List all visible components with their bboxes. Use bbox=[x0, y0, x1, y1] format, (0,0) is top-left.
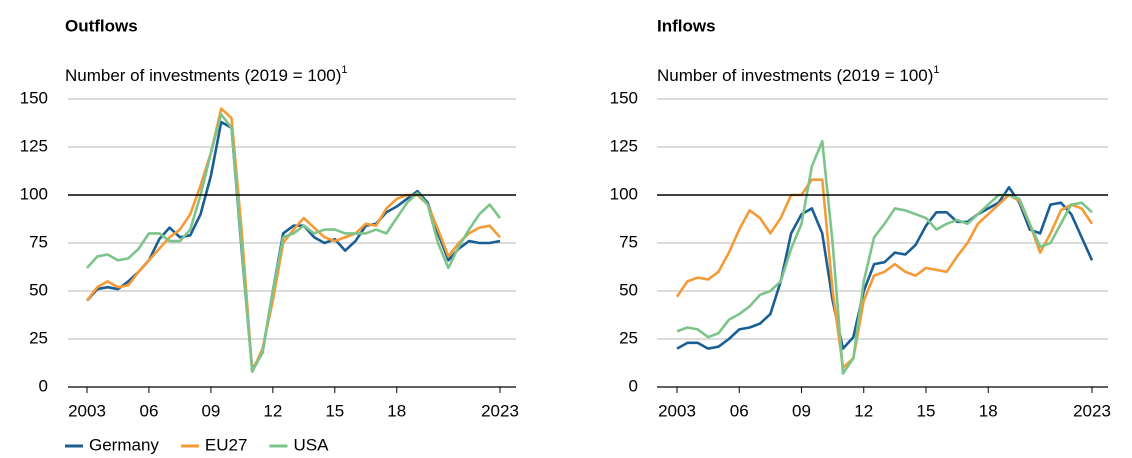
series-line bbox=[676, 186, 1094, 350]
x-tick-label: 2003 bbox=[658, 401, 696, 420]
x-tick-label: 18 bbox=[387, 401, 406, 420]
x-tick-label: 06 bbox=[139, 401, 158, 420]
x-tick-label: 2003 bbox=[68, 401, 106, 420]
x-tick-label: 12 bbox=[263, 401, 282, 420]
x-tick-label: 15 bbox=[917, 401, 936, 420]
y-tick-label: 50 bbox=[29, 280, 48, 299]
chart-title: Outflows bbox=[65, 16, 138, 35]
legend-label: USA bbox=[293, 435, 329, 454]
x-tick-label: 2023 bbox=[1073, 401, 1111, 420]
y-tick-label: 100 bbox=[610, 184, 638, 203]
chart-subtitle: Number of investments (2019 = 100)1 bbox=[657, 64, 940, 86]
x-tick-label: 09 bbox=[792, 401, 811, 420]
subtitle-text: Number of investments (2019 = 100) bbox=[657, 66, 933, 85]
x-tick-label: 18 bbox=[979, 401, 998, 420]
y-tick-label: 75 bbox=[29, 232, 48, 251]
x-tick-label: 09 bbox=[201, 401, 220, 420]
series-line bbox=[86, 113, 502, 373]
y-tick-label: 125 bbox=[610, 136, 638, 155]
legend-label: Germany bbox=[89, 435, 159, 454]
y-tick-label: 150 bbox=[610, 88, 638, 107]
x-tick-label: 06 bbox=[730, 401, 749, 420]
y-tick-label: 150 bbox=[20, 88, 48, 107]
subtitle-note: 1 bbox=[341, 64, 347, 76]
legend-label: EU27 bbox=[205, 435, 248, 454]
series-line bbox=[676, 139, 1093, 375]
x-tick-label: 2023 bbox=[481, 401, 519, 420]
y-tick-label: 0 bbox=[39, 376, 48, 395]
y-tick-label: 0 bbox=[629, 376, 638, 395]
series-line bbox=[675, 178, 1094, 370]
subtitle-note: 1 bbox=[933, 64, 939, 76]
x-tick-label: 15 bbox=[325, 401, 344, 420]
y-tick-label: 25 bbox=[29, 328, 48, 347]
chart-title: Inflows bbox=[657, 16, 716, 35]
chart-subtitle: Number of investments (2019 = 100)1 bbox=[65, 64, 348, 86]
y-tick-label: 50 bbox=[619, 280, 638, 299]
y-tick-label: 75 bbox=[619, 232, 638, 251]
subtitle-text: Number of investments (2019 = 100) bbox=[65, 66, 341, 85]
x-tick-label: 12 bbox=[854, 401, 873, 420]
y-tick-label: 25 bbox=[619, 328, 638, 347]
y-tick-label: 125 bbox=[20, 136, 48, 155]
y-tick-label: 100 bbox=[20, 184, 48, 203]
